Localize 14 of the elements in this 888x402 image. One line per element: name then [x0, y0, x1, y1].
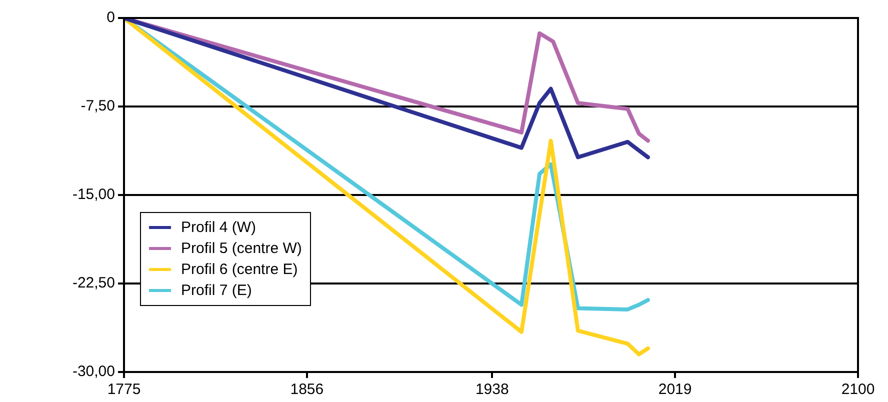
y-tick-label: -7,50 [80, 98, 115, 115]
legend-label: Profil 4 (W) [181, 219, 256, 236]
x-tick-label: 1856 [290, 381, 324, 398]
x-tick-label: 1938 [475, 381, 509, 398]
legend-label: Profil 6 (centre E) [181, 261, 298, 278]
x-tick-label: 1775 [107, 381, 141, 398]
y-tick-label: -22,50 [72, 274, 115, 292]
y-tick-label: 0 [106, 9, 115, 26]
legend-label: Profil 7 (E) [181, 282, 252, 299]
x-tick-label: 2100 [841, 381, 875, 398]
x-tick-label: 2019 [658, 381, 692, 398]
y-tick-label: -30,00 [72, 363, 115, 380]
legend-label: Profil 5 (centre W) [181, 240, 302, 257]
y-tick-label: -15,00 [72, 186, 115, 204]
